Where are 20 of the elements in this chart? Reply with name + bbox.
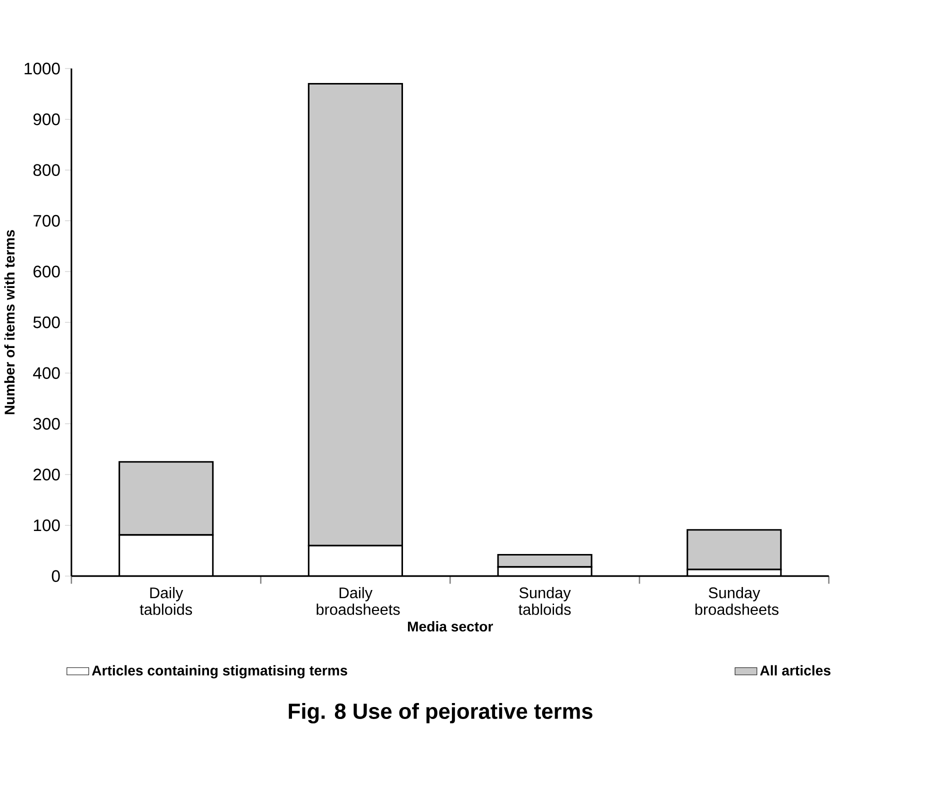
y-tick-label: 900: [33, 114, 60, 126]
y-axis-title: Number of items with terms: [4, 230, 15, 414]
y-tick-label: 600: [34, 266, 60, 278]
y-tick-label: 1000: [24, 62, 60, 75]
y-tick-label: 500: [33, 316, 60, 328]
y-tick-label: 400: [33, 367, 60, 380]
y-tick-label: 300: [33, 418, 60, 430]
text: Fig. 8 Use of pejorative terms: [288, 703, 592, 724]
x-tick-label: Sunday tabloids: [518, 587, 571, 616]
legend-label: Articles containing stigmatising terms: [92, 665, 348, 678]
y-tick-label: 800: [33, 164, 60, 176]
y-tick-label: 100: [34, 520, 60, 532]
y-tick-label: 200: [34, 468, 60, 481]
legend-label: All articles: [760, 665, 830, 676]
x-tick-label: Daily tabloids: [140, 587, 192, 616]
y-tick-label: 700: [34, 215, 60, 227]
x-tick-label: Sunday broadsheets: [695, 587, 778, 616]
y-tick-label: 0: [52, 570, 60, 582]
x-axis-title: Media sector: [408, 621, 493, 632]
x-tick-label: Daily broadsheets: [316, 587, 400, 616]
